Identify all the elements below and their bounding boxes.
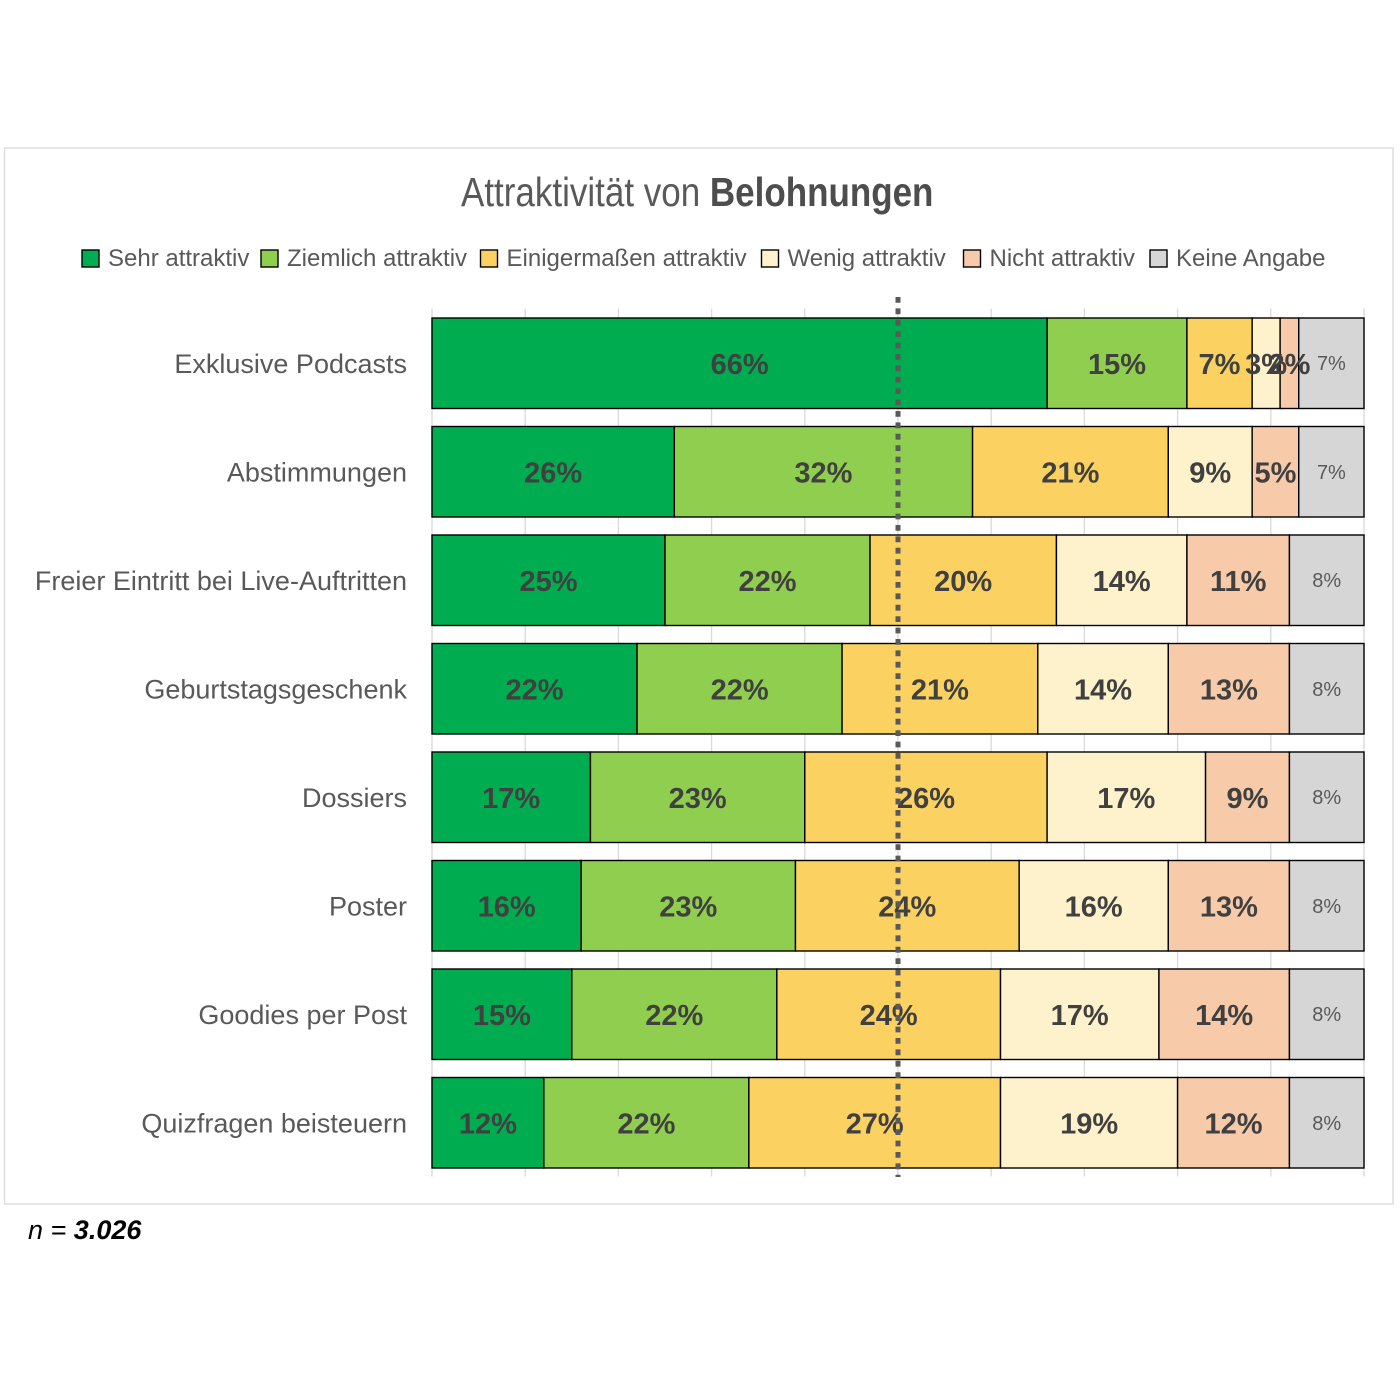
svg-text:7%: 7% (1317, 462, 1346, 484)
svg-text:8%: 8% (1312, 679, 1341, 701)
svg-text:21%: 21% (911, 674, 969, 706)
svg-text:32%: 32% (794, 457, 852, 489)
svg-text:24%: 24% (878, 891, 936, 923)
svg-text:Dossiers: Dossiers (302, 783, 407, 813)
svg-text:7%: 7% (1199, 349, 1241, 381)
svg-text:20%: 20% (934, 566, 992, 598)
svg-text:2%: 2% (1268, 349, 1310, 381)
svg-text:8%: 8% (1312, 896, 1341, 918)
svg-text:22%: 22% (505, 674, 563, 706)
svg-text:26%: 26% (524, 457, 582, 489)
svg-text:Einigermaßen attraktiv: Einigermaßen attraktiv (507, 245, 747, 272)
svg-text:14%: 14% (1093, 566, 1151, 598)
svg-text:22%: 22% (645, 1000, 703, 1032)
svg-text:9%: 9% (1227, 783, 1269, 815)
svg-text:13%: 13% (1200, 674, 1258, 706)
svg-text:8%: 8% (1312, 570, 1341, 592)
svg-text:Poster: Poster (329, 891, 407, 921)
svg-text:11%: 11% (1210, 566, 1267, 598)
svg-text:22%: 22% (711, 674, 769, 706)
svg-text:Abstimmungen: Abstimmungen (227, 457, 407, 487)
svg-text:14%: 14% (1074, 674, 1132, 706)
svg-text:7%: 7% (1317, 353, 1346, 375)
svg-text:Ziemlich attraktiv: Ziemlich attraktiv (287, 245, 467, 272)
svg-text:8%: 8% (1312, 1113, 1341, 1135)
svg-text:9%: 9% (1189, 457, 1231, 489)
svg-text:n = 3.026: n = 3.026 (28, 1215, 142, 1245)
svg-text:24%: 24% (860, 1000, 918, 1032)
svg-text:27%: 27% (846, 1108, 904, 1140)
svg-text:17%: 17% (1051, 1000, 1109, 1032)
svg-text:17%: 17% (1097, 783, 1155, 815)
svg-text:Quizfragen beisteuern: Quizfragen beisteuern (141, 1108, 407, 1138)
svg-text:Wenig attraktiv: Wenig attraktiv (788, 245, 946, 272)
svg-text:Exklusive Podcasts: Exklusive Podcasts (174, 349, 407, 379)
svg-text:3%: 3% (1245, 349, 1287, 381)
svg-text:23%: 23% (659, 891, 717, 923)
svg-text:13%: 13% (1200, 891, 1258, 923)
svg-text:25%: 25% (519, 566, 577, 598)
svg-text:66%: 66% (711, 349, 769, 381)
svg-text:19%: 19% (1060, 1108, 1118, 1140)
svg-text:Freier Eintritt bei Live-Auftr: Freier Eintritt bei Live-Auftritten (35, 566, 407, 596)
svg-text:21%: 21% (1041, 457, 1099, 489)
svg-text:Attraktivität von Belohnungen: Attraktivität von Belohnungen (461, 171, 933, 216)
svg-text:Sehr attraktiv: Sehr attraktiv (108, 245, 249, 272)
svg-text:22%: 22% (617, 1108, 675, 1140)
svg-text:5%: 5% (1255, 457, 1297, 489)
svg-text:12%: 12% (1204, 1108, 1262, 1140)
svg-text:23%: 23% (669, 783, 727, 815)
svg-text:16%: 16% (478, 891, 536, 923)
svg-text:15%: 15% (473, 1000, 531, 1032)
svg-text:8%: 8% (1312, 787, 1341, 809)
svg-text:15%: 15% (1088, 349, 1146, 381)
svg-text:26%: 26% (897, 783, 955, 815)
svg-text:Keine Angabe: Keine Angabe (1176, 245, 1325, 272)
svg-text:8%: 8% (1312, 1004, 1341, 1026)
svg-text:16%: 16% (1065, 891, 1123, 923)
svg-text:22%: 22% (738, 566, 796, 598)
svg-text:14%: 14% (1195, 1000, 1253, 1032)
svg-text:Goodies per Post: Goodies per Post (198, 1000, 407, 1030)
svg-text:12%: 12% (459, 1108, 517, 1140)
svg-text:Nicht attraktiv: Nicht attraktiv (990, 245, 1135, 272)
svg-text:Geburtstagsgeschenk: Geburtstagsgeschenk (144, 674, 407, 704)
svg-text:17%: 17% (482, 783, 540, 815)
